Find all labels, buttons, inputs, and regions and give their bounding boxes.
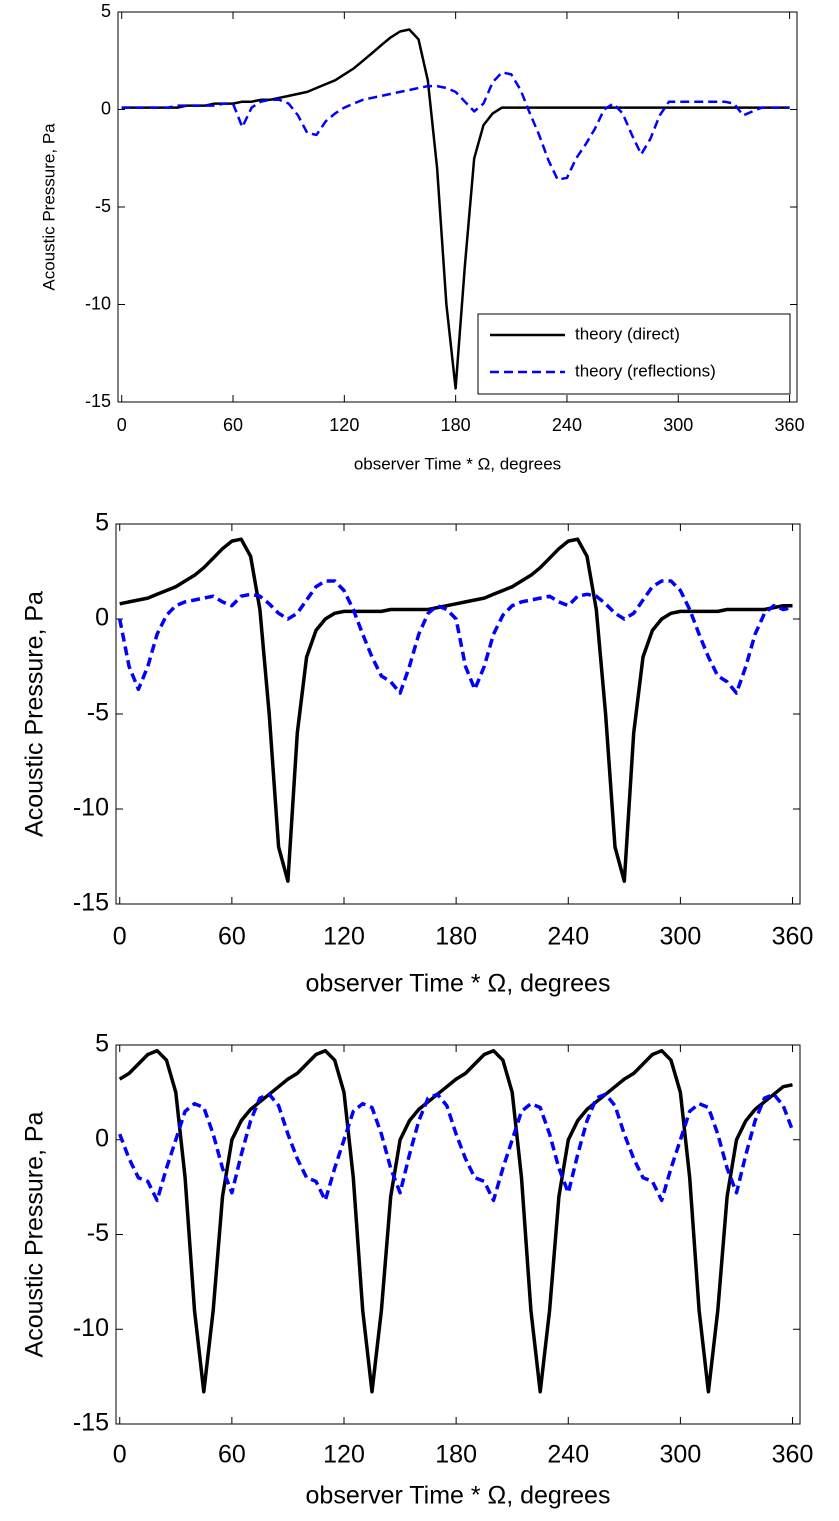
data-line (121, 28, 790, 390)
y-tick-label: -15 (85, 391, 111, 411)
subplot: 0 60 120 180 240 300 360 -15 -10 -5 0 5 Acoustic Pre… (39, 1, 804, 474)
y-tick-label: 0 (101, 98, 111, 118)
x-tick-label: 180 (435, 923, 477, 951)
legend: theory (direct) theory (reflections) (477, 313, 791, 395)
y-tick-label: 5 (101, 1, 111, 21)
x-tick-label: 300 (660, 923, 702, 951)
y-tick-label: -10 (73, 794, 109, 822)
x-tick-label: 0 (117, 415, 127, 435)
x-tick-label: 60 (218, 1441, 246, 1469)
y-tick-label: 0 (95, 1124, 109, 1152)
legend-box (477, 313, 791, 395)
data-line (118, 1048, 793, 1394)
x-tick-label: 240 (547, 1441, 589, 1469)
x-tick-label: 360 (772, 923, 814, 951)
y-axis-label: Acoustic Pressure, Pa (39, 123, 58, 291)
y-tick-label: -10 (73, 1314, 109, 1342)
y-tick-label: -5 (87, 699, 109, 727)
x-tick-label: 0 (113, 1441, 127, 1469)
plot-area (118, 1048, 795, 1394)
x-tick-label: 240 (547, 923, 589, 951)
axes-box (115, 1044, 801, 1425)
data-line (119, 537, 793, 883)
legend-label: theory (direct) (575, 324, 680, 343)
x-tick-label: 120 (323, 923, 365, 951)
x-tick-label: 360 (772, 1441, 814, 1469)
x-tick-label: 180 (435, 1441, 477, 1469)
x-tick-label: 60 (218, 923, 246, 951)
y-axis-label: Acoustic Pressure, Pa (21, 1111, 49, 1357)
plot-area (117, 537, 793, 883)
y-tick-label: -15 (73, 1409, 109, 1437)
x-axis-label: observer Time * Ω, degrees (306, 970, 611, 998)
x-tick-label: 300 (663, 415, 693, 435)
y-tick-label: 5 (95, 509, 109, 537)
y-tick-label: -5 (87, 1219, 109, 1247)
y-tick-label: -15 (73, 889, 109, 917)
x-tick-label: 60 (223, 415, 243, 435)
x-tick-label: 120 (323, 1441, 365, 1469)
y-tick-label: 5 (95, 1030, 109, 1058)
x-tick-label: 240 (552, 415, 582, 435)
x-tick-label: 0 (113, 923, 127, 951)
x-tick-label: 360 (775, 415, 805, 435)
x-axis-label: observer Time * Ω, degrees (354, 454, 561, 473)
y-tick-label: -5 (95, 196, 111, 216)
data-line (118, 1092, 795, 1203)
axes-box (117, 11, 798, 403)
x-axis-label: observer Time * Ω, degrees (306, 1482, 611, 1510)
plot-area (121, 28, 790, 390)
legend-label: theory (reflections) (575, 361, 716, 380)
y-tick-label: -10 (85, 293, 111, 313)
y-axis-label: Acoustic Pressure, Pa (21, 591, 49, 837)
subplot: 0 60 120 180 240 300 360 -15 -10 -5 0 5 Acoustic Pre… (21, 1030, 814, 1510)
axes-box (115, 523, 801, 905)
x-tick-label: 120 (329, 415, 359, 435)
y-tick-label: 0 (95, 604, 109, 632)
subplot: 0 60 120 180 240 300 360 -15 -10 -5 0 5 Acoustic Pre… (21, 509, 814, 998)
x-tick-label: 180 (441, 415, 471, 435)
data-line (121, 71, 790, 181)
data-line (117, 579, 793, 695)
x-tick-label: 300 (660, 1441, 702, 1469)
